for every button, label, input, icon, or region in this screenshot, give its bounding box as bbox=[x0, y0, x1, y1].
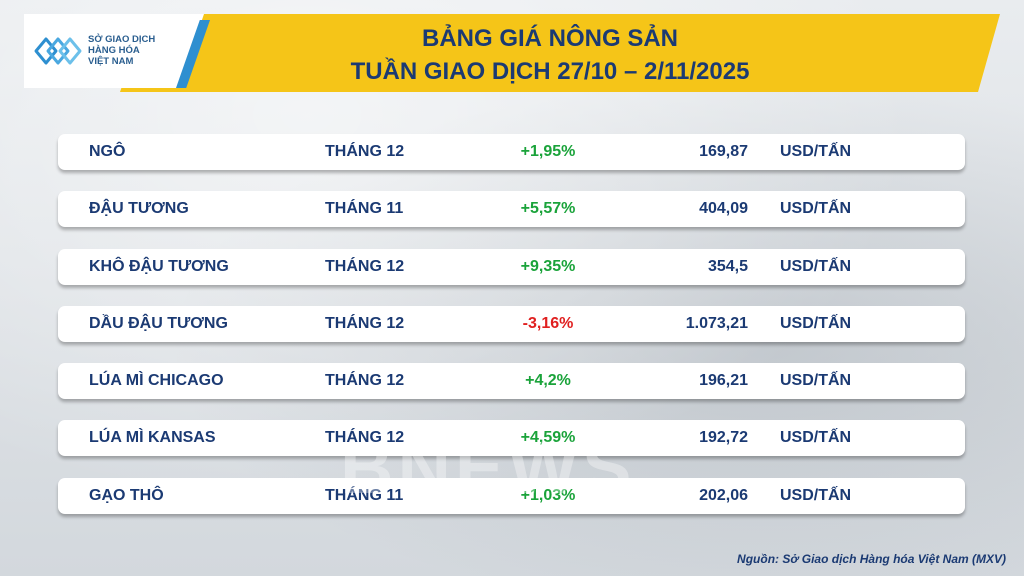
table-row: NGÔ THÁNG 12 +1,95% 169,87 USD/TẤN bbox=[58, 134, 965, 170]
contract-month: THÁNG 12 bbox=[325, 429, 405, 446]
table-row: LÚA MÌ KANSAS THÁNG 12 +4,59% 192,72 USD… bbox=[58, 420, 965, 456]
table-row: ĐẬU TƯƠNG THÁNG 11 +5,57% 404,09 USD/TẤN bbox=[58, 191, 965, 227]
commodity-name: GẠO THÔ bbox=[89, 487, 164, 504]
commodity-name: KHÔ ĐẬU TƯƠNG bbox=[89, 258, 229, 275]
price-value: 169,87 bbox=[699, 143, 748, 160]
price-change: +5,57% bbox=[520, 200, 576, 217]
contract-month: THÁNG 12 bbox=[325, 143, 405, 160]
title-line-1: BẢNG GIÁ NÔNG SẢN bbox=[421, 25, 678, 52]
commodity-name: NGÔ bbox=[89, 143, 126, 160]
table-row: DẦU ĐẬU TƯƠNG THÁNG 12 -3,16% 1.073,21 U… bbox=[58, 306, 965, 342]
price-value: 354,5 bbox=[707, 258, 748, 275]
price-unit: USD/TẤN bbox=[780, 372, 852, 389]
price-change: +4,2% bbox=[525, 372, 571, 389]
price-unit: USD/TẤN bbox=[780, 200, 852, 217]
logo-text-line: HÀNG HÓA bbox=[88, 45, 140, 56]
logo-text-line: VIỆT NAM bbox=[88, 56, 134, 67]
contract-month: THÁNG 12 bbox=[325, 258, 405, 275]
price-unit: USD/TẤN bbox=[780, 143, 852, 160]
commodity-name: DẦU ĐẬU TƯƠNG bbox=[89, 315, 228, 332]
source-note: Nguồn: Sở Giao dịch Hàng hóa Việt Nam (M… bbox=[737, 552, 1006, 566]
table-row: KHÔ ĐẬU TƯƠNG THÁNG 12 +9,35% 354,5 USD/… bbox=[58, 249, 965, 285]
price-value: 202,06 bbox=[699, 487, 748, 504]
price-unit: USD/TẤN bbox=[780, 487, 852, 504]
price-value: 404,09 bbox=[699, 200, 748, 217]
price-value: 196,21 bbox=[699, 372, 748, 389]
contract-month: THÁNG 12 bbox=[325, 372, 405, 389]
contract-month: THÁNG 11 bbox=[325, 487, 404, 504]
price-unit: USD/TẤN bbox=[780, 429, 852, 446]
commodity-name: LÚA MÌ CHICAGO bbox=[89, 372, 224, 389]
price-value: 192,72 bbox=[699, 429, 748, 446]
page-title: BẢNG GIÁ NÔNG SẢN TUẦN GIAO DỊCH 27/10 –… bbox=[240, 22, 860, 88]
price-change: +1,95% bbox=[520, 143, 576, 160]
price-change: -3,16% bbox=[522, 315, 574, 332]
commodity-name: ĐẬU TƯƠNG bbox=[89, 200, 189, 217]
logo-card bbox=[24, 14, 204, 88]
commodity-name: LÚA MÌ KANSAS bbox=[89, 429, 216, 446]
price-unit: USD/TẤN bbox=[780, 315, 852, 332]
logo-text: SỞ GIAO DỊCH HÀNG HÓA VIỆT NAM bbox=[88, 34, 188, 67]
header-band bbox=[120, 14, 1000, 92]
title-line-2: TUẦN GIAO DỊCH 27/10 – 2/11/2025 bbox=[350, 58, 750, 85]
price-unit: USD/TẤN bbox=[780, 258, 852, 275]
contract-month: THÁNG 12 bbox=[325, 315, 405, 332]
logo-text-line: SỞ GIAO DỊCH bbox=[88, 34, 156, 45]
price-change: +9,35% bbox=[520, 258, 576, 275]
table-row: GẠO THÔ THÁNG 11 +1,03% 202,06 USD/TẤN bbox=[58, 478, 965, 514]
price-change: +4,59% bbox=[520, 429, 576, 446]
contract-month: THÁNG 11 bbox=[325, 200, 404, 217]
price-value: 1.073,21 bbox=[685, 315, 748, 332]
mxv-logo-icon bbox=[34, 37, 82, 65]
price-change: +1,03% bbox=[520, 487, 576, 504]
table-row: LÚA MÌ CHICAGO THÁNG 12 +4,2% 196,21 USD… bbox=[58, 363, 965, 399]
